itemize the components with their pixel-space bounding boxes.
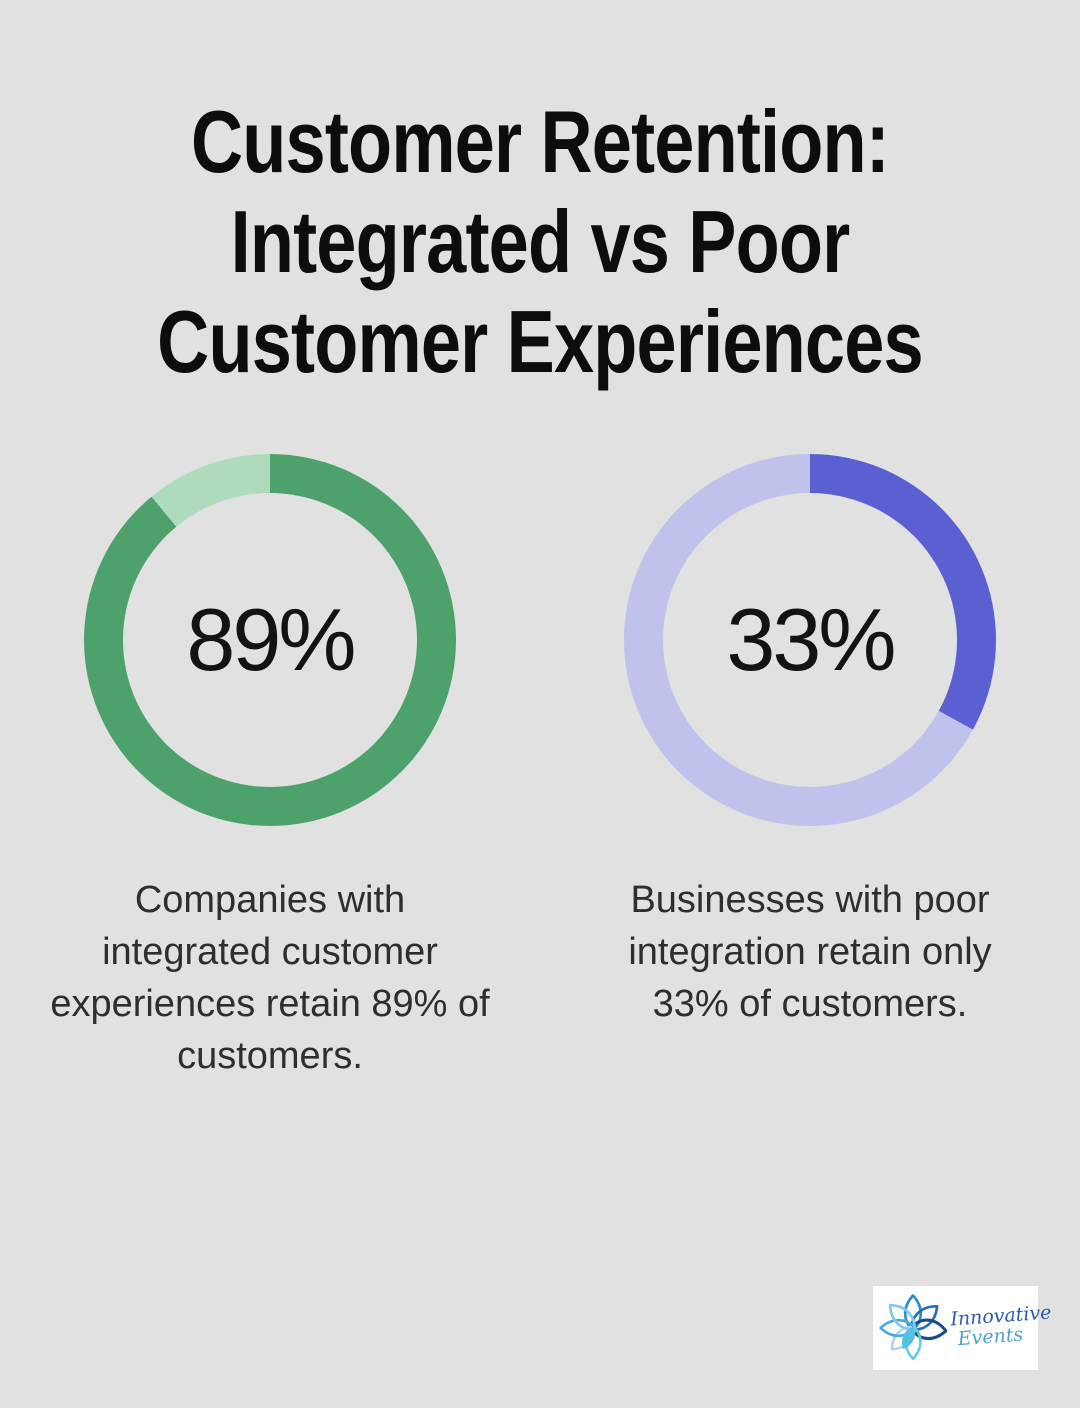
title-line-2: Integrated vs Poor [230,192,851,291]
brand-name: Innovative Events [950,1302,1054,1351]
caption-line: customers. [177,1035,363,1077]
donut-hole: 33% [663,493,957,787]
caption-line: Businesses with poor [630,879,990,921]
brand-logo: Innovative Events [873,1286,1052,1370]
percent-label-integrated: 89% [186,590,356,689]
donut-hole: 89% [123,493,417,787]
title-line-1: Customer Retention: [190,92,890,191]
caption-integrated: Companies with integrated customer exper… [50,874,489,1082]
caption-line: integrated customer [102,931,438,973]
chart-integrated-column: 89% Companies with integrated customer e… [0,454,540,1082]
page-title: Customer Retention: Integrated vs Poor C… [0,92,1080,392]
caption-line: Companies with [134,879,406,921]
title-line-3: Customer Experiences [157,292,923,391]
donut-chart-poor: 33% [624,454,996,826]
chart-poor-column: 33% Businesses with poor integration ret… [540,454,1080,1082]
charts-row: 89% Companies with integrated customer e… [0,454,1080,1082]
lotus-flower-icon [879,1294,948,1361]
caption-line: experiences retain 89% of [50,983,490,1025]
percent-label-poor: 33% [726,590,896,689]
donut-chart-integrated: 89% [84,454,456,826]
caption-line: 33% of customers. [652,983,968,1025]
caption-line: integration retain only [628,931,992,973]
caption-poor: Businesses with poor integration retain … [628,874,991,1030]
